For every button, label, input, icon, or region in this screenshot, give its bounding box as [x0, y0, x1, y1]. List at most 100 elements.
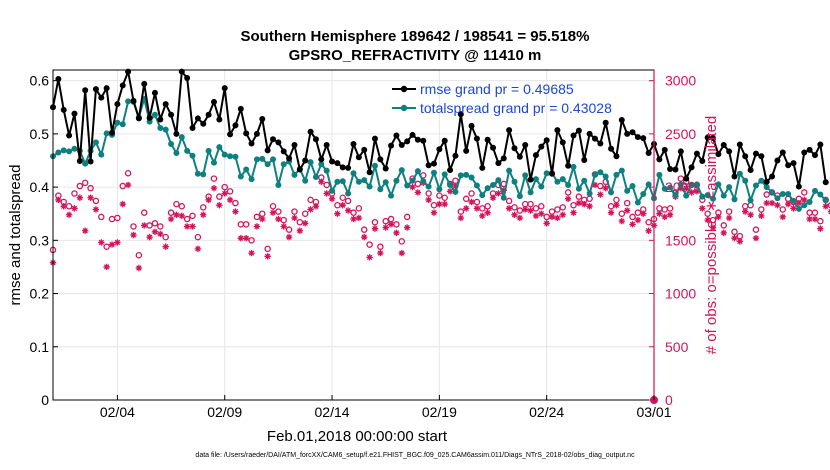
rmse-point — [817, 141, 824, 148]
obs-possible-point — [441, 194, 448, 201]
rmse-point — [157, 116, 164, 123]
obs-possible-point — [216, 193, 223, 200]
obs-possible-point — [221, 183, 228, 191]
rmse-point — [366, 169, 373, 176]
rmse-point — [634, 134, 641, 141]
obs-assimilated-point — [817, 225, 824, 232]
obs-assimilated-point — [795, 199, 803, 207]
chart-subtitle: GPSRO_REFRACTIVITY @ 11410 m — [288, 47, 542, 64]
obs-possible-point — [232, 199, 239, 207]
obs-possible-point — [307, 196, 314, 204]
spread-point — [60, 147, 67, 154]
spread-point — [441, 171, 448, 178]
obs-possible-point — [103, 243, 110, 250]
spread-point — [645, 181, 652, 188]
obs-possible-point — [81, 179, 89, 187]
obs-assimilated-point — [334, 210, 341, 217]
obs-assimilated-point — [629, 221, 636, 228]
rmse-point — [752, 150, 759, 157]
obs-possible-point — [564, 189, 572, 196]
rmse-point — [570, 132, 577, 139]
obs-possible-point — [462, 195, 470, 203]
rmse-point — [92, 86, 99, 93]
obs-assimilated-point — [146, 233, 153, 241]
obs-possible-point — [344, 197, 352, 205]
spread-point — [672, 192, 679, 199]
rmse-point — [699, 158, 706, 165]
spread-point — [248, 176, 255, 183]
spread-point — [307, 159, 314, 166]
spread-point — [430, 169, 437, 176]
rmse-point — [532, 152, 539, 159]
obs-possible-point — [301, 210, 309, 217]
rmse-point — [597, 140, 604, 147]
obs-assimilated-point — [425, 196, 432, 204]
obs-assimilated-point — [548, 213, 556, 221]
rmse-point — [468, 122, 475, 129]
obs-possible-point — [124, 170, 132, 177]
spread-point — [259, 155, 266, 162]
chart-title: Southern Hemisphere 189642 / 198541 = 95… — [240, 28, 590, 45]
spread-point — [790, 197, 797, 204]
obs-assimilated-point — [237, 234, 245, 242]
obs-assimilated-point — [774, 201, 781, 209]
spread-point — [479, 192, 486, 199]
spread-point — [151, 111, 158, 118]
obs-assimilated-point — [259, 215, 266, 223]
obs-assimilated-point — [666, 211, 674, 218]
obs-possible-point — [355, 205, 363, 212]
obs-possible-point — [151, 220, 159, 227]
obs-possible-point — [114, 214, 121, 222]
obs-assimilated-point — [55, 196, 62, 204]
obs-assimilated-point — [784, 200, 792, 208]
obs-assimilated-point — [709, 224, 717, 231]
spread-point — [699, 193, 706, 200]
obs-possible-point — [360, 226, 368, 233]
rmse-point — [264, 147, 271, 154]
spread-point — [720, 192, 727, 199]
rmse-point — [549, 170, 556, 177]
rmse-point — [114, 101, 121, 108]
obs-assimilated-point — [484, 209, 491, 216]
spread-point — [801, 202, 808, 209]
rmse-point — [259, 115, 266, 122]
spread-point — [425, 183, 432, 190]
obs-possible-point — [554, 206, 561, 213]
rmse-point — [173, 130, 180, 137]
obs-assimilated-point — [285, 233, 293, 241]
spread-point — [382, 179, 389, 186]
rmse-point — [629, 129, 636, 136]
rmse-point — [60, 106, 67, 113]
spread-point — [291, 171, 298, 178]
obs-possible-point — [350, 209, 357, 216]
rmse-point — [554, 127, 561, 134]
spread-point — [318, 161, 325, 168]
obs-possible-point — [366, 241, 373, 248]
obs-possible-point — [157, 223, 164, 230]
obs-assimilated-point — [522, 206, 529, 213]
rmse-point — [447, 167, 454, 174]
obs-assimilated-point — [387, 221, 395, 228]
obs-assimilated-point — [248, 249, 255, 257]
rmse-point — [667, 166, 674, 172]
spread-point — [168, 140, 175, 147]
rmse-point — [409, 131, 416, 138]
axis-layer: 0 0.1 0.2 0.3 0.4 0.5 0.6 0 500 1000 1500 2000 2500 3… — [30, 70, 696, 420]
rmse-point — [355, 154, 362, 161]
spread-point — [822, 197, 829, 204]
obs-possible-point — [403, 213, 411, 221]
x-tick-label: 02/19 — [422, 404, 457, 420]
obs-assimilated-point — [414, 189, 422, 196]
obs-assimilated-point — [554, 214, 561, 222]
rmse-point — [490, 144, 497, 151]
obs-assimilated-point — [71, 205, 78, 212]
spread-point — [586, 190, 593, 197]
obs-assimilated-point — [457, 214, 465, 222]
obs-possible-point — [720, 222, 728, 229]
legend-spread-label: totalspread grand pr = 0.43028 — [420, 100, 612, 116]
obs-possible-point — [629, 213, 636, 221]
obs-possible-point — [736, 232, 744, 240]
spread-point — [205, 147, 212, 154]
obs-assimilated-point — [768, 199, 776, 207]
